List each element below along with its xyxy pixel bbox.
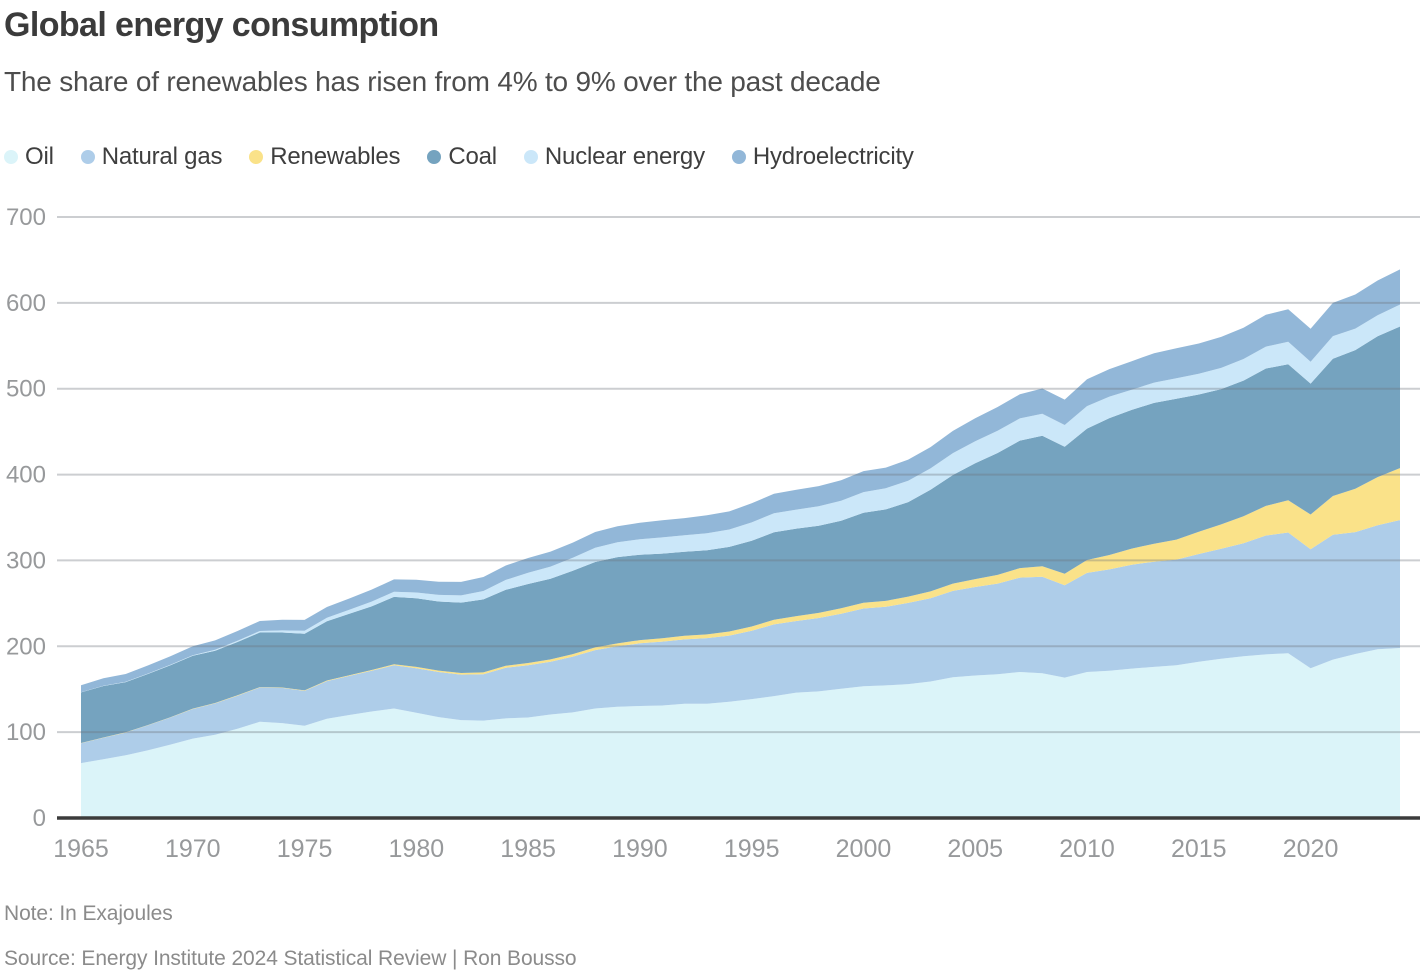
chart-source: Source: Energy Institute 2024 Statistica… [4, 947, 577, 970]
area-coal [81, 326, 1400, 743]
legend-item-hydroelectricity: Hydroelectricity [731, 143, 914, 171]
x-tick-1970: 1970 [165, 835, 221, 863]
x-tick-1980: 1980 [389, 835, 445, 863]
area-natural-gas [81, 520, 1400, 764]
nuclear-energy-swatch-icon [523, 150, 538, 164]
y-tick-700: 700 [6, 204, 46, 231]
legend: Oil Natural gas Renewables Coal Nuclear … [4, 143, 914, 171]
coal-swatch-icon [427, 150, 442, 164]
x-tick-1990: 1990 [612, 835, 668, 863]
x-tick-1985: 1985 [500, 835, 556, 863]
y-tick-200: 200 [6, 633, 46, 660]
area-oil [81, 648, 1400, 818]
y-tick-0: 0 [33, 805, 46, 832]
legend-item-renewables: Renewables [249, 143, 401, 171]
legend-label-oil: Oil [25, 143, 54, 170]
x-tick-2020: 2020 [1283, 835, 1339, 863]
x-tick-2000: 2000 [836, 835, 892, 863]
natural-gas-swatch-icon [80, 150, 95, 164]
legend-label-natural-gas: Natural gas [101, 143, 223, 170]
legend-item-natural-gas: Natural gas [80, 143, 223, 171]
legend-label-coal: Coal [448, 143, 497, 170]
chart-subtitle: The share of renewables has risen from 4… [4, 66, 881, 97]
area-nuclear-energy [81, 304, 1400, 693]
x-tick-1975: 1975 [277, 835, 333, 863]
chart-note: Note: In Exajoules [4, 902, 173, 925]
y-tick-400: 400 [6, 462, 46, 489]
y-tick-100: 100 [6, 719, 46, 746]
legend-label-hydroelectricity: Hydroelectricity [752, 143, 914, 170]
legend-item-oil: Oil [4, 143, 54, 171]
legend-item-coal: Coal [427, 143, 497, 171]
x-tick-2015: 2015 [1171, 835, 1227, 863]
legend-label-nuclear-energy: Nuclear energy [544, 143, 705, 170]
x-tick-2010: 2010 [1059, 835, 1115, 863]
oil-swatch-icon [4, 150, 18, 164]
y-tick-500: 500 [6, 376, 46, 403]
x-tick-2005: 2005 [947, 835, 1003, 863]
renewables-swatch-icon [249, 150, 264, 164]
legend-label-renewables: Renewables [270, 143, 401, 170]
legend-item-nuclear-energy: Nuclear energy [523, 143, 705, 171]
y-tick-600: 600 [6, 290, 46, 317]
x-tick-1965: 1965 [53, 835, 109, 863]
chart-title: Global energy consumption [4, 6, 439, 44]
y-tick-300: 300 [6, 547, 46, 574]
area-hydroelectricity [81, 269, 1400, 693]
hydroelectricity-swatch-icon [731, 150, 746, 164]
x-tick-1995: 1995 [724, 835, 780, 863]
